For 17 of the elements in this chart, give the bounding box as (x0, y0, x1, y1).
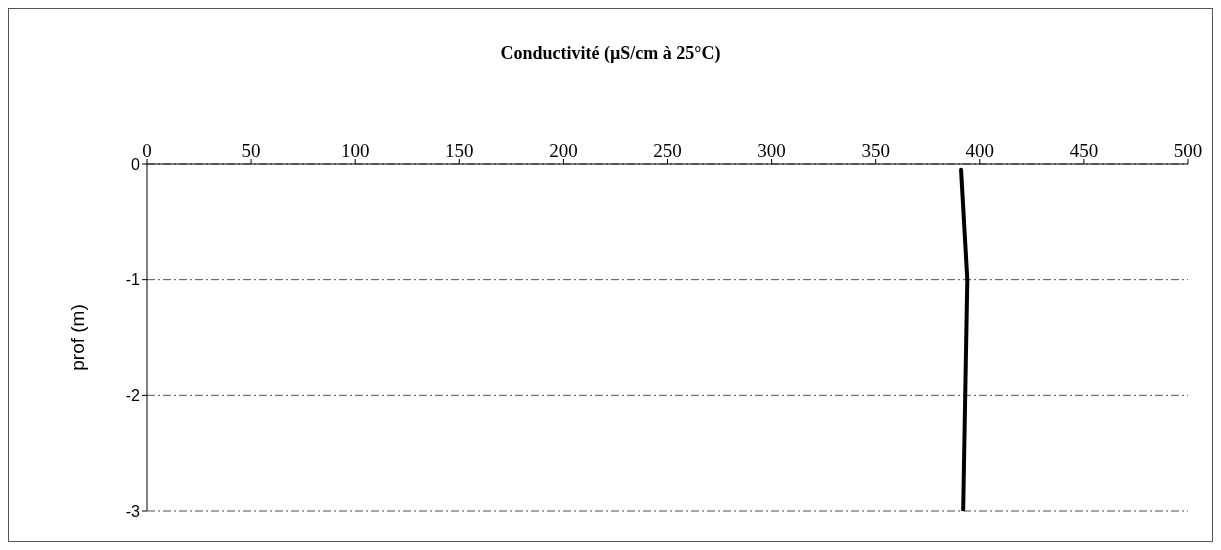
x-tick-label: 150 (445, 140, 474, 161)
x-tick-label: 100 (340, 140, 370, 161)
x-tick-label: 500 (1173, 140, 1203, 161)
y-tick-label: -2 (125, 387, 141, 405)
y-tick-label: -3 (125, 502, 141, 520)
chart-title: Conductivité (µS/cm à 25°C) (499, 43, 722, 64)
y-tick-label: -1 (125, 271, 141, 289)
line-series (959, 167, 970, 511)
y-tick-label: 0 (131, 155, 141, 173)
y-axis-title: prof (m) (66, 304, 88, 371)
x-tick-label: 250 (653, 140, 682, 161)
x-tick-label: 450 (1069, 140, 1099, 161)
x-tick-label: 400 (965, 140, 995, 161)
x-tick-label: 200 (549, 140, 578, 161)
x-tick-label: 50 (241, 140, 261, 161)
x-tick-label: 300 (757, 140, 786, 161)
x-tick-label: 350 (861, 140, 890, 161)
